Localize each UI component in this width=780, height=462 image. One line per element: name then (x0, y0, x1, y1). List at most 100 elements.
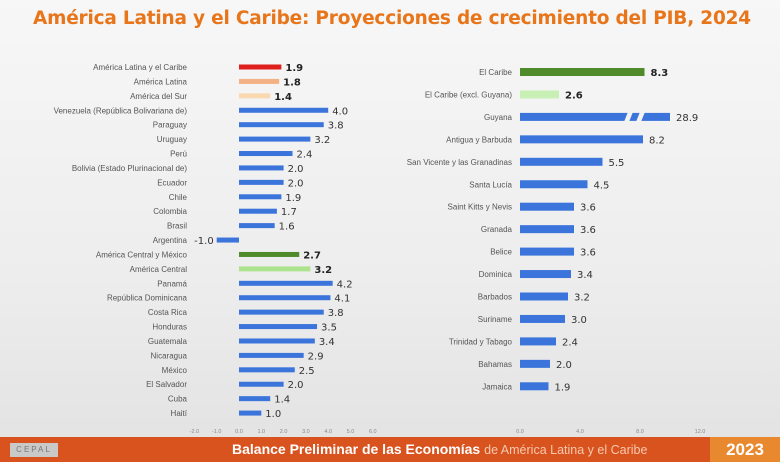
category-label: Haití (171, 409, 188, 418)
footer-text-bold: Balance Preliminar de las Economías (232, 441, 481, 457)
data-label: 3.2 (314, 265, 332, 276)
bar (239, 338, 315, 344)
bar (239, 179, 284, 185)
x-tick-label: 4.0 (576, 429, 584, 435)
data-label: 2.7 (303, 250, 321, 261)
category-label: Bahamas (478, 360, 512, 369)
data-label: 28.9 (676, 113, 698, 124)
category-label: Trinidad y Tabago (449, 337, 513, 346)
bar (520, 270, 571, 279)
x-tick-label: 4.0 (324, 429, 332, 435)
data-label: -1.0 (194, 236, 214, 247)
footer-text-light: de América Latina y el Caribe (484, 443, 648, 457)
data-label: 3.2 (314, 135, 330, 146)
category-label: Panamá (157, 279, 187, 288)
bar (239, 396, 271, 402)
category-label: Chile (169, 193, 188, 202)
data-label: 2.0 (288, 178, 304, 189)
data-label: 3.4 (577, 270, 593, 281)
category-label: México (162, 366, 188, 375)
bar (239, 352, 304, 358)
category-label: Saint Kitts y Nevis (448, 203, 512, 212)
chart-title: América Latina y el Caribe: Proyecciones… (33, 8, 751, 29)
data-label: 1.7 (281, 207, 297, 218)
bar (239, 136, 311, 142)
category-label: El Salvador (146, 380, 187, 389)
data-label: 1.6 (279, 222, 295, 233)
category-label: Ecuador (157, 178, 187, 187)
bar (239, 309, 324, 315)
bar (239, 251, 300, 257)
bar (239, 223, 275, 229)
bar (239, 266, 311, 272)
bar (239, 122, 324, 128)
category-label: Colombia (153, 207, 187, 216)
category-label: Belice (490, 248, 512, 257)
bar (520, 135, 643, 144)
bar (239, 280, 333, 286)
data-label: 2.0 (288, 164, 304, 175)
bar (239, 410, 262, 416)
bar (239, 64, 282, 70)
bar (239, 208, 277, 214)
data-label: 8.3 (651, 68, 669, 79)
category-label: Uruguay (157, 135, 187, 144)
axis-break-mark (624, 111, 633, 122)
category-label: Suriname (478, 315, 513, 324)
category-label: América Latina y el Caribe (93, 63, 187, 72)
x-tick-label: 2.0 (280, 429, 288, 435)
category-label: América Latina (134, 77, 188, 86)
data-label: 3.5 (321, 323, 337, 334)
bar (239, 367, 295, 373)
bar (239, 194, 282, 200)
category-label: Cuba (168, 395, 188, 404)
data-label: 3.6 (580, 203, 596, 214)
category-label: El Caribe (479, 68, 512, 77)
bar (520, 292, 568, 301)
category-label: Nicaragua (151, 351, 188, 360)
x-tick-label: 8.0 (636, 429, 644, 435)
category-label: Jamaica (482, 382, 512, 391)
data-label: 2.6 (565, 90, 583, 101)
x-tick-label: 1.0 (257, 429, 265, 435)
x-tick-label: -1.0 (212, 429, 221, 435)
category-label: Argentina (153, 236, 188, 245)
x-tick-label: 12.0 (695, 429, 706, 435)
data-label: 2.0 (288, 380, 304, 391)
category-label: América del Sur (130, 92, 187, 101)
data-label: 1.4 (274, 395, 290, 406)
data-label: 3.0 (571, 315, 587, 326)
category-label: San Vicente y las Granadinas (407, 158, 512, 167)
category-label: Santa Lucía (469, 180, 512, 189)
bar (520, 225, 574, 234)
bar (520, 202, 574, 211)
data-label: 4.5 (594, 180, 610, 191)
category-label: Paraguay (153, 121, 187, 130)
data-label: 4.0 (332, 106, 348, 117)
cepal-logo: CEPAL (10, 443, 58, 457)
bar (520, 247, 574, 256)
x-tick-label: 6.0 (369, 429, 377, 435)
data-label: 3.6 (580, 225, 596, 236)
category-label: Granada (481, 225, 513, 234)
category-label: República Dominicana (107, 294, 188, 303)
category-label: Guatemala (148, 337, 188, 346)
bar (520, 314, 565, 323)
data-label: 3.8 (328, 121, 344, 132)
data-label: 2.0 (556, 360, 572, 371)
category-label: Brasil (167, 222, 187, 231)
category-label: Costa Rica (148, 308, 188, 317)
axis-break-mark (636, 111, 645, 122)
x-tick-label: 3.0 (302, 429, 310, 435)
bar (239, 295, 331, 301)
bar (239, 78, 280, 84)
bar (239, 107, 329, 113)
bar (239, 165, 284, 171)
bar (239, 381, 284, 387)
data-label: 1.0 (265, 409, 281, 420)
category-label: Guyana (484, 113, 513, 122)
bar-charts: América Latina y el Caribe 1.9 América Lat… (54, 63, 706, 435)
data-label: 3.6 (580, 248, 596, 259)
bar (520, 382, 549, 391)
bar (520, 157, 603, 166)
